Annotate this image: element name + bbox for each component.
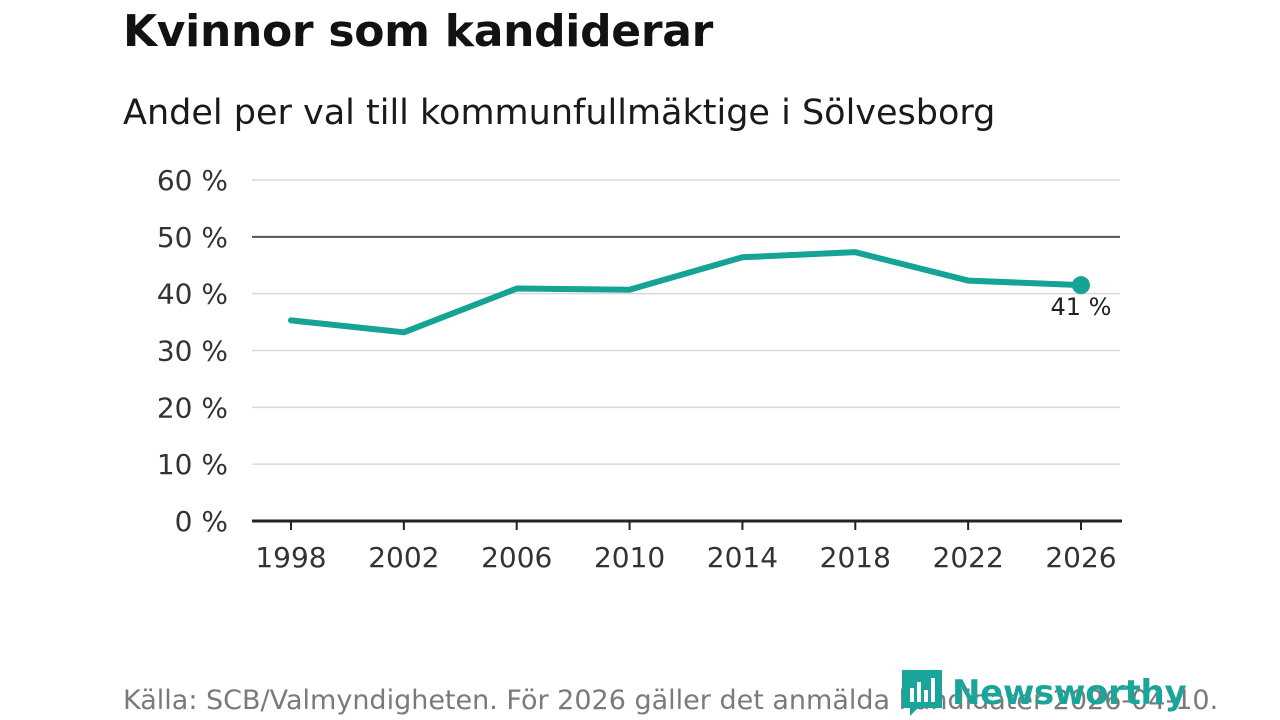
- x-tick-label: 2014: [707, 541, 778, 574]
- x-tick-label: 2010: [594, 541, 665, 574]
- newsworthy-logo-icon: [902, 670, 942, 716]
- series-layer: 41 %: [288, 249, 1112, 336]
- y-tick-label: 40 %: [157, 278, 228, 311]
- y-tick-label: 10 %: [157, 448, 228, 481]
- gridlines: [252, 179, 1120, 465]
- source-note: Källa: SCB/Valmyndigheten. För 2026 gäll…: [123, 685, 1219, 716]
- x-axis: 1998 2002 2006 2010 2014 2018 2022 2026: [252, 519, 1122, 574]
- chart-subtitle: Andel per val till kommunfullmäktige i S…: [123, 93, 996, 133]
- x-tick-label: 1998: [255, 541, 326, 574]
- y-tick-label: 30 %: [157, 335, 228, 368]
- chart-title: Kvinnor som kandiderar: [123, 6, 714, 57]
- y-tick-label: 20 %: [157, 391, 228, 424]
- brand-logo: Newsworthy: [902, 670, 1187, 716]
- series-line: [288, 249, 1084, 336]
- x-tick-label: 2022: [933, 541, 1004, 574]
- brand-name: Newsworthy: [952, 673, 1187, 713]
- x-tick-label: 2002: [368, 541, 439, 574]
- x-tick-label: 2026: [1045, 541, 1116, 574]
- x-tick-label: 2018: [820, 541, 891, 574]
- y-tick-label: 0 %: [175, 505, 228, 538]
- end-point-marker: [1072, 276, 1090, 295]
- y-tick-label: 60 %: [157, 164, 228, 197]
- y-axis: 0 % 10 % 20 % 30 % 40 % 50 % 60 %: [157, 164, 228, 538]
- x-tick-label: 2006: [481, 541, 552, 574]
- end-value-label: 41 %: [1051, 293, 1112, 321]
- y-tick-label: 50 %: [157, 221, 228, 254]
